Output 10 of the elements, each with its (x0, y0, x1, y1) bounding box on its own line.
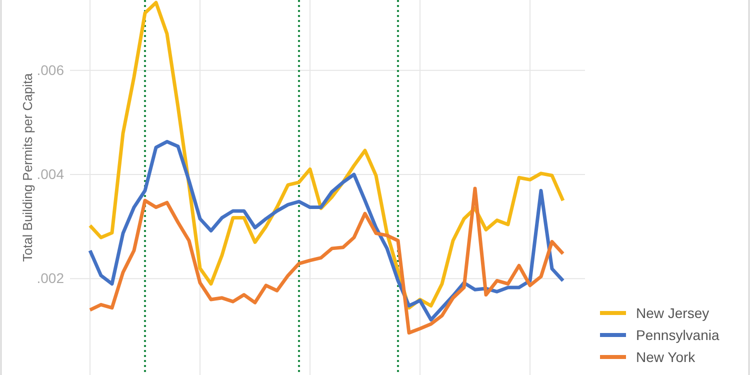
line-series (88, 186, 565, 335)
legend-label: Pennsylvania (636, 327, 720, 343)
legend-label: New York (636, 349, 696, 365)
y-tick-label: .002 (36, 270, 64, 286)
legend-label: New Jersey (636, 305, 710, 321)
line-series (88, 140, 565, 322)
line-series (88, 0, 565, 310)
y-tick-label: .004 (36, 166, 64, 182)
y-axis-title: Total Building Permits per Capita (20, 72, 35, 262)
y-tick-label: .006 (36, 62, 64, 78)
